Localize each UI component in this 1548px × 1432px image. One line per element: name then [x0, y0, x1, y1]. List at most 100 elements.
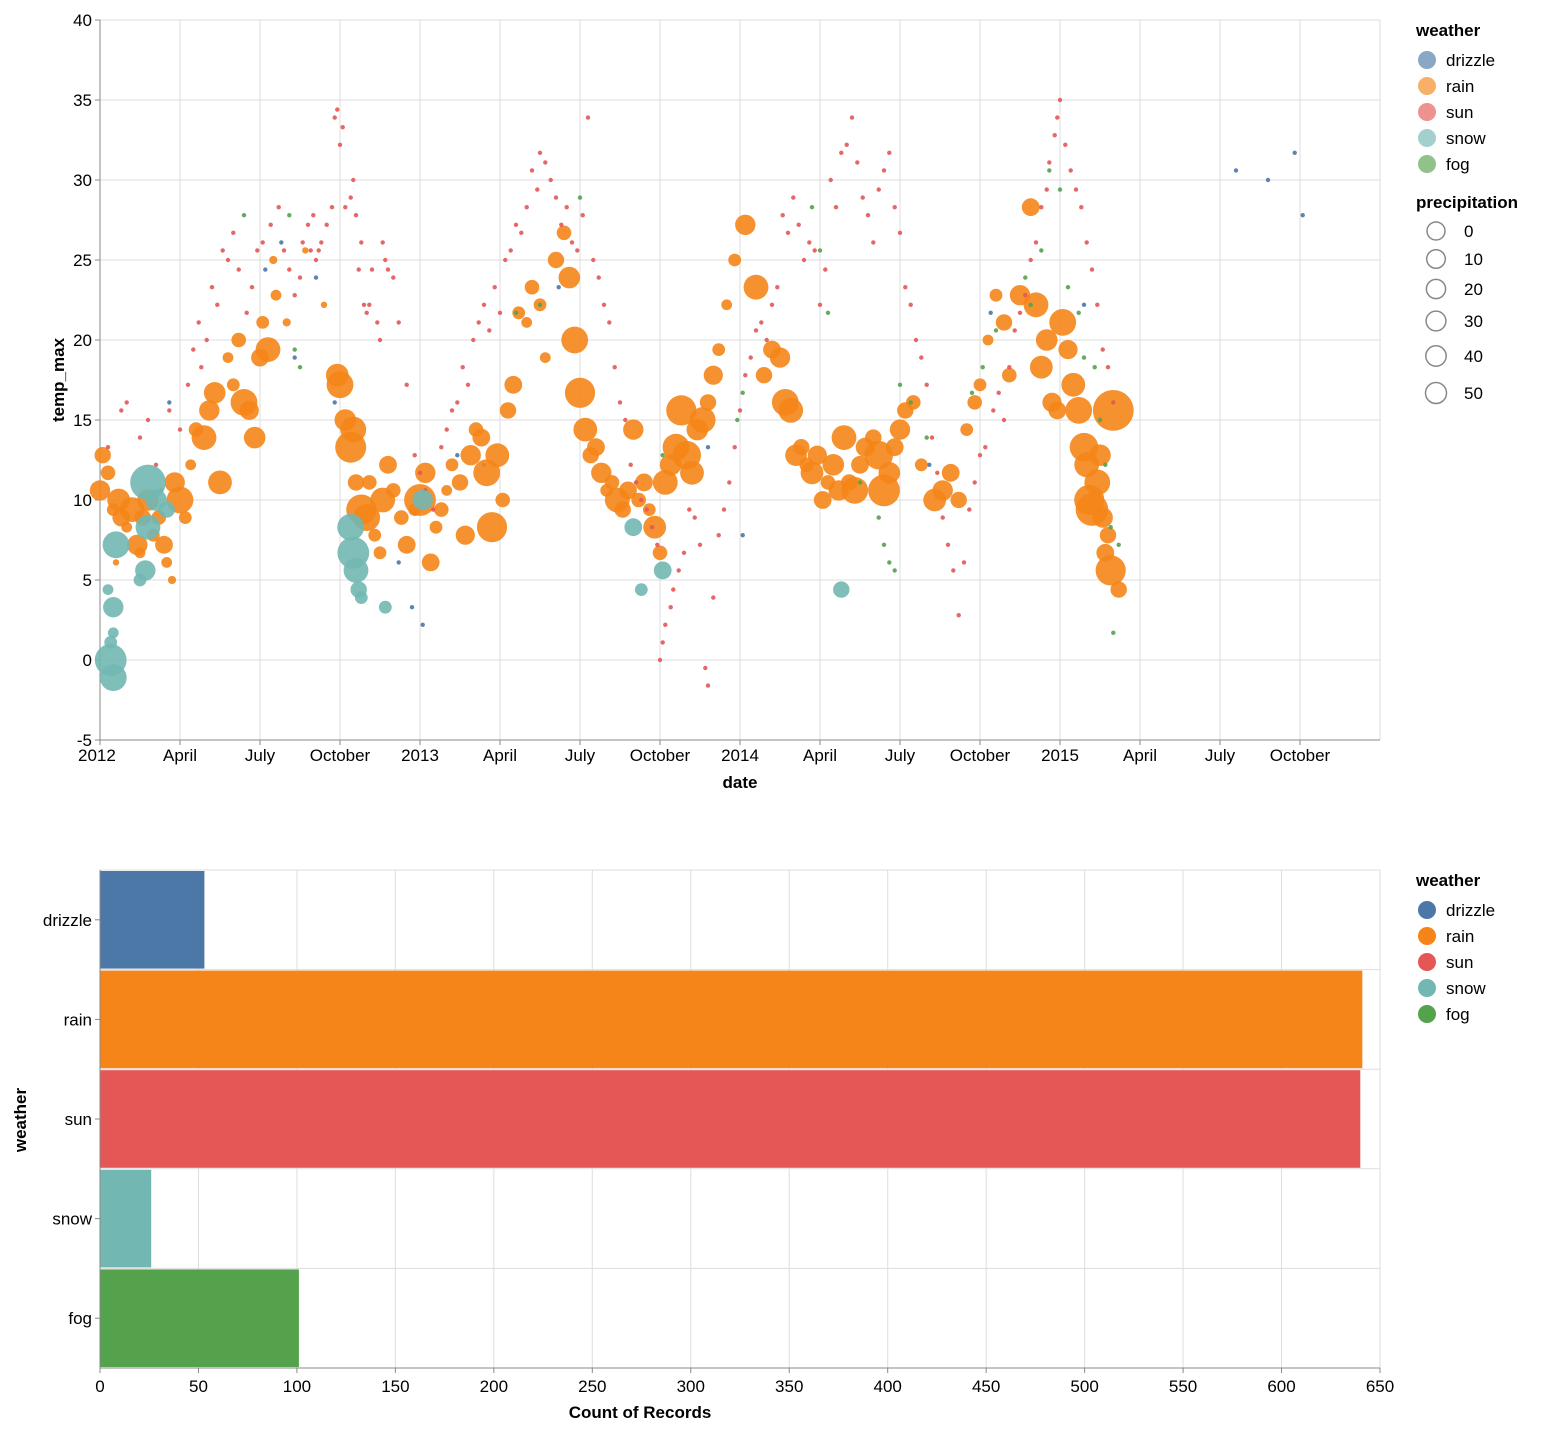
scatter-point-sun: [658, 658, 662, 662]
legend-size-label: 40: [1464, 347, 1483, 366]
y-axis-title: weather: [11, 1087, 30, 1153]
scatter-point-rain: [362, 475, 377, 490]
scatter-point-drizzle: [455, 453, 459, 457]
scatter-point-fog: [298, 365, 302, 369]
scatter-point-rain: [1058, 340, 1077, 359]
scatter-point-sun: [861, 195, 865, 199]
scatter-point-sun: [245, 311, 249, 315]
scatter-point-rain: [1100, 527, 1116, 543]
scatter-point-sun: [309, 248, 313, 252]
scatter-point-drizzle: [1301, 213, 1305, 217]
scatter-point-rain: [485, 443, 509, 467]
scatter-point-sun: [749, 355, 753, 359]
scatter-point-sun: [250, 285, 254, 289]
scatter-point-rain: [587, 438, 605, 456]
scatter-point-rain: [121, 522, 132, 533]
scatter-point-rain: [942, 464, 960, 482]
scatter-point-fog: [1103, 463, 1107, 467]
scatter-point-rain: [168, 576, 176, 584]
scatter-point-fog: [1109, 525, 1113, 529]
scatter-point-rain: [967, 395, 982, 410]
scatter-point-sun: [591, 258, 595, 262]
scatter-point-sun: [813, 248, 817, 252]
legend-swatch-rain: [1418, 77, 1436, 95]
scatter-point-fog: [909, 400, 913, 404]
scatter-point-sun: [386, 267, 390, 271]
x-tick-label: April: [1123, 746, 1157, 765]
scatter-point-fog: [877, 515, 881, 519]
scatter-point-rain: [398, 536, 416, 554]
scatter-point-rain: [653, 546, 668, 561]
scatter-point-rain: [192, 425, 217, 450]
scatter-point-sun: [882, 168, 886, 172]
scatter-point-snow: [635, 583, 648, 596]
scatter-point-sun: [383, 258, 387, 262]
scatter-point-sun: [1101, 347, 1105, 351]
legend-size-label: 10: [1464, 250, 1483, 269]
legend-size-swatch: [1426, 279, 1445, 298]
scatter-point-rain: [179, 511, 192, 524]
x-tick-label: 100: [283, 1377, 311, 1396]
x-tick-label: July: [1205, 746, 1236, 765]
scatter-point-rain: [394, 510, 409, 525]
legend-size-label: 20: [1464, 280, 1483, 299]
scatter-point-rain: [208, 471, 232, 495]
scatter-point-rain: [974, 378, 987, 391]
scatter-point-sun: [325, 223, 329, 227]
x-tick-label: 150: [381, 1377, 409, 1396]
legend-label-sun: sun: [1446, 103, 1473, 122]
scatter-point-sun: [629, 463, 633, 467]
scatter-point-sun: [559, 223, 563, 227]
x-tick-label: 450: [972, 1377, 1000, 1396]
scatter-point-sun: [613, 365, 617, 369]
scatter-point-fog: [1093, 365, 1097, 369]
scatter-point-sun: [221, 248, 225, 252]
scatter-point-rain: [283, 318, 291, 326]
scatter-point-sun: [706, 683, 710, 687]
scatter-point-sun: [930, 435, 934, 439]
scatter-point-fog: [1039, 248, 1043, 252]
scatter-point-sun: [167, 408, 171, 412]
scatter-point-drizzle: [557, 285, 561, 289]
scatter-point-sun: [530, 168, 534, 172]
legend-swatch-sun: [1418, 103, 1436, 121]
scatter-point-sun: [351, 178, 355, 182]
scatter-point-sun: [237, 267, 241, 271]
scatter-point-sun: [765, 338, 769, 342]
scatter-point-sun: [1055, 115, 1059, 119]
scatter-point-rain: [983, 335, 994, 346]
scatter-point-snow: [624, 518, 642, 536]
x-tick-label: July: [565, 746, 596, 765]
scatter-point-sun: [1045, 187, 1049, 191]
scatter-point-sun: [618, 400, 622, 404]
scatter-point-sun: [791, 195, 795, 199]
scatter-point-sun: [957, 613, 961, 617]
scatter-point-sun: [607, 320, 611, 324]
scatter-point-sun: [277, 205, 281, 209]
scatter-point-sun: [261, 240, 265, 244]
x-tick-label: 50: [189, 1377, 208, 1396]
scatter-point-drizzle: [167, 400, 171, 404]
scatter-point-rain: [456, 526, 475, 545]
scatter-point-drizzle: [263, 267, 267, 271]
scatter-point-sun: [439, 445, 443, 449]
scatter-point-sun: [431, 507, 435, 511]
scatter-point-drizzle: [333, 400, 337, 404]
scatter-point-sun: [597, 275, 601, 279]
scatter-point-sun: [775, 285, 779, 289]
scatter-point-sun: [669, 605, 673, 609]
scatter-point-drizzle: [410, 605, 414, 609]
scatter-point-sun: [951, 568, 955, 572]
scatter-point-sun: [693, 515, 697, 519]
scatter-point-rain: [1048, 402, 1066, 420]
scatter-point-sun: [871, 240, 875, 244]
scatter-point-rain: [461, 445, 481, 465]
scatter-point-sun: [1029, 258, 1033, 262]
scatter-point-fog: [578, 195, 582, 199]
scatter-point-sun: [639, 498, 643, 502]
scatter-point-rain: [559, 267, 581, 289]
y-tick-label: sun: [65, 1110, 92, 1129]
x-tick-label: 500: [1070, 1377, 1098, 1396]
scatter-point-sun: [781, 213, 785, 217]
scatter-point-snow: [103, 584, 114, 595]
